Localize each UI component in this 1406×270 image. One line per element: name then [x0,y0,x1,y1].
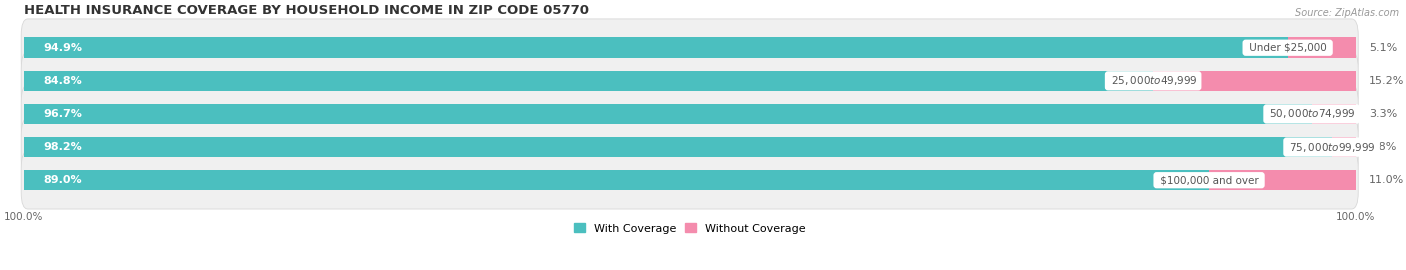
Text: 5.1%: 5.1% [1369,43,1398,53]
Bar [1312,104,1355,124]
Text: HEALTH INSURANCE COVERAGE BY HOUSEHOLD INCOME IN ZIP CODE 05770: HEALTH INSURANCE COVERAGE BY HOUSEHOLD I… [24,4,589,17]
FancyBboxPatch shape [21,52,1358,110]
Text: Under $25,000: Under $25,000 [1246,43,1330,53]
Text: 1.8%: 1.8% [1369,142,1398,152]
Text: 96.7%: 96.7% [44,109,83,119]
Text: 89.0%: 89.0% [44,175,83,185]
Bar [1153,70,1355,91]
Bar [1331,137,1355,157]
Text: $75,000 to $99,999: $75,000 to $99,999 [1286,141,1376,154]
Bar [24,38,1288,58]
Text: 15.2%: 15.2% [1369,76,1405,86]
FancyBboxPatch shape [21,19,1358,77]
Bar [24,70,1153,91]
Text: 98.2%: 98.2% [44,142,83,152]
Bar [1209,170,1355,190]
Text: $50,000 to $74,999: $50,000 to $74,999 [1267,107,1357,120]
Bar [24,137,1331,157]
Text: $25,000 to $49,999: $25,000 to $49,999 [1108,74,1198,87]
Bar [1288,38,1355,58]
FancyBboxPatch shape [21,85,1358,143]
FancyBboxPatch shape [21,151,1358,209]
FancyBboxPatch shape [21,118,1358,176]
Text: 11.0%: 11.0% [1369,175,1405,185]
Bar [24,170,1209,190]
Text: Source: ZipAtlas.com: Source: ZipAtlas.com [1295,8,1399,18]
Text: 3.3%: 3.3% [1369,109,1398,119]
Bar [24,104,1312,124]
Text: 84.8%: 84.8% [44,76,83,86]
Legend: With Coverage, Without Coverage: With Coverage, Without Coverage [569,219,810,238]
Text: $100,000 and over: $100,000 and over [1157,175,1261,185]
Text: 94.9%: 94.9% [44,43,83,53]
